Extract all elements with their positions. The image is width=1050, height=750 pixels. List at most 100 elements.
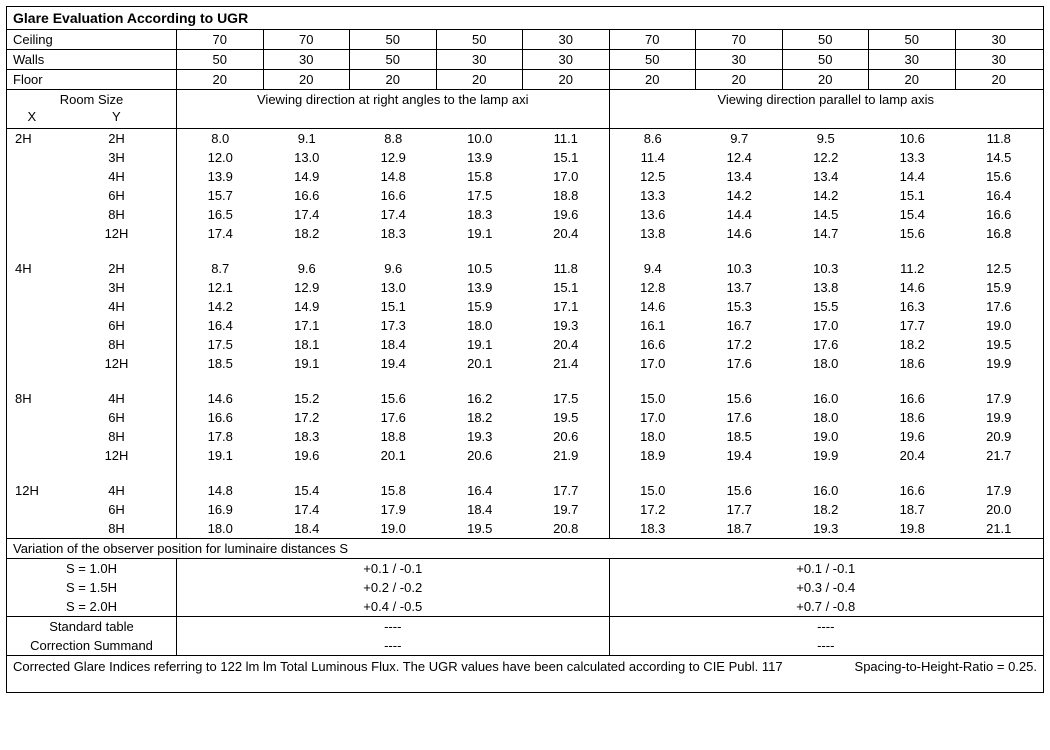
data-value: 8.8 bbox=[350, 129, 437, 148]
data-value: 20.4 bbox=[523, 224, 610, 243]
y-value: 6H bbox=[57, 500, 177, 519]
data-value: 11.8 bbox=[523, 259, 610, 278]
param-value: 50 bbox=[350, 30, 437, 49]
param-value: 70 bbox=[696, 30, 783, 49]
data-value: 14.2 bbox=[783, 186, 870, 205]
variation-value-left: +0.1 / -0.1 bbox=[177, 559, 610, 578]
x-value bbox=[7, 297, 57, 316]
data-value: 17.9 bbox=[956, 481, 1043, 500]
param-value: 20 bbox=[350, 70, 437, 89]
data-value: 16.1 bbox=[610, 316, 697, 335]
data-value: 9.4 bbox=[610, 259, 697, 278]
footer-text-right: Spacing-to-Height-Ratio = 0.25. bbox=[855, 659, 1037, 674]
data-value: 19.6 bbox=[264, 446, 351, 465]
data-value: 12.9 bbox=[264, 278, 351, 297]
data-value: 18.3 bbox=[610, 519, 697, 538]
data-value: 17.2 bbox=[610, 500, 697, 519]
data-value: 15.1 bbox=[869, 186, 956, 205]
data-value: 18.5 bbox=[696, 427, 783, 446]
param-value: 20 bbox=[869, 70, 956, 89]
data-value: 17.2 bbox=[264, 408, 351, 427]
data-value: 16.8 bbox=[956, 224, 1043, 243]
data-value: 19.1 bbox=[437, 335, 524, 354]
data-value: 16.4 bbox=[177, 316, 264, 335]
y-header: Y bbox=[57, 107, 176, 126]
data-value: 8.0 bbox=[177, 129, 264, 148]
data-value: 8.7 bbox=[177, 259, 264, 278]
data-value: 10.3 bbox=[696, 259, 783, 278]
data-value: 19.0 bbox=[350, 519, 437, 538]
data-value: 21.7 bbox=[956, 446, 1043, 465]
data-value: 15.6 bbox=[956, 167, 1043, 186]
section-header-row: Room Size X Y Viewing direction at right… bbox=[7, 90, 1043, 129]
data-value: 12.8 bbox=[610, 278, 697, 297]
data-value: 20.0 bbox=[956, 500, 1043, 519]
data-value: 18.4 bbox=[264, 519, 351, 538]
data-value: 19.8 bbox=[869, 519, 956, 538]
data-value: 17.0 bbox=[783, 316, 870, 335]
data-value: 18.2 bbox=[869, 335, 956, 354]
y-value: 3H bbox=[57, 148, 177, 167]
data-value: 19.0 bbox=[956, 316, 1043, 335]
x-value: 2H bbox=[7, 129, 57, 148]
x-value bbox=[7, 167, 57, 186]
y-value: 2H bbox=[57, 259, 177, 278]
data-value: 14.7 bbox=[783, 224, 870, 243]
param-label: Walls bbox=[7, 50, 177, 69]
table-row: 3H12.112.913.013.915.112.813.713.814.615… bbox=[7, 278, 1043, 297]
variation-row: S = 1.0H+0.1 / -0.1+0.1 / -0.1 bbox=[7, 559, 1043, 578]
data-value: 20.6 bbox=[437, 446, 524, 465]
variation-label: S = 1.0H bbox=[7, 559, 177, 578]
std-label: Correction Summand bbox=[7, 636, 177, 655]
table-row: 12H4H14.815.415.816.417.715.015.616.016.… bbox=[7, 481, 1043, 500]
y-value: 12H bbox=[57, 446, 177, 465]
data-value: 16.4 bbox=[956, 186, 1043, 205]
data-value: 14.9 bbox=[264, 297, 351, 316]
data-value: 17.5 bbox=[437, 186, 524, 205]
x-header: X bbox=[7, 107, 57, 126]
data-value: 17.5 bbox=[523, 389, 610, 408]
table-row: 4H13.914.914.815.817.012.513.413.414.415… bbox=[7, 167, 1043, 186]
param-row: Floor20202020202020202020 bbox=[7, 70, 1043, 90]
data-value: 18.2 bbox=[264, 224, 351, 243]
data-value: 15.2 bbox=[264, 389, 351, 408]
y-value: 4H bbox=[57, 297, 177, 316]
data-value: 16.4 bbox=[437, 481, 524, 500]
data-value: 18.0 bbox=[437, 316, 524, 335]
data-value: 11.8 bbox=[956, 129, 1043, 148]
param-value: 30 bbox=[437, 50, 524, 69]
table-row: 12H18.519.119.420.121.417.017.618.018.61… bbox=[7, 354, 1043, 373]
data-value: 19.3 bbox=[437, 427, 524, 446]
data-value: 19.7 bbox=[523, 500, 610, 519]
data-value: 19.9 bbox=[956, 408, 1043, 427]
param-value: 50 bbox=[437, 30, 524, 49]
data-value: 10.3 bbox=[783, 259, 870, 278]
table-row: 4H14.214.915.115.917.114.615.315.516.317… bbox=[7, 297, 1043, 316]
y-value: 4H bbox=[57, 481, 177, 500]
x-value bbox=[7, 408, 57, 427]
data-value: 15.6 bbox=[350, 389, 437, 408]
variation-label: S = 1.5H bbox=[7, 578, 177, 597]
x-value bbox=[7, 205, 57, 224]
table-row: 6H16.617.217.618.219.517.017.618.018.619… bbox=[7, 408, 1043, 427]
data-value: 17.6 bbox=[696, 408, 783, 427]
data-value: 18.3 bbox=[350, 224, 437, 243]
data-value: 14.9 bbox=[264, 167, 351, 186]
std-row: Correction Summand-------- bbox=[7, 636, 1043, 655]
data-value: 19.9 bbox=[956, 354, 1043, 373]
data-value: 16.6 bbox=[350, 186, 437, 205]
data-value: 18.0 bbox=[177, 519, 264, 538]
variation-value-left: +0.2 / -0.2 bbox=[177, 578, 610, 597]
data-value: 20.4 bbox=[523, 335, 610, 354]
param-value: 30 bbox=[523, 30, 610, 49]
param-value: 30 bbox=[696, 50, 783, 69]
gap-row bbox=[7, 243, 1043, 259]
data-value: 18.0 bbox=[783, 408, 870, 427]
data-value: 17.0 bbox=[523, 167, 610, 186]
x-value bbox=[7, 519, 57, 538]
data-value: 16.6 bbox=[177, 408, 264, 427]
table-row: 8H17.518.118.419.120.416.617.217.618.219… bbox=[7, 335, 1043, 354]
data-value: 14.6 bbox=[177, 389, 264, 408]
x-value bbox=[7, 446, 57, 465]
data-value: 18.2 bbox=[783, 500, 870, 519]
